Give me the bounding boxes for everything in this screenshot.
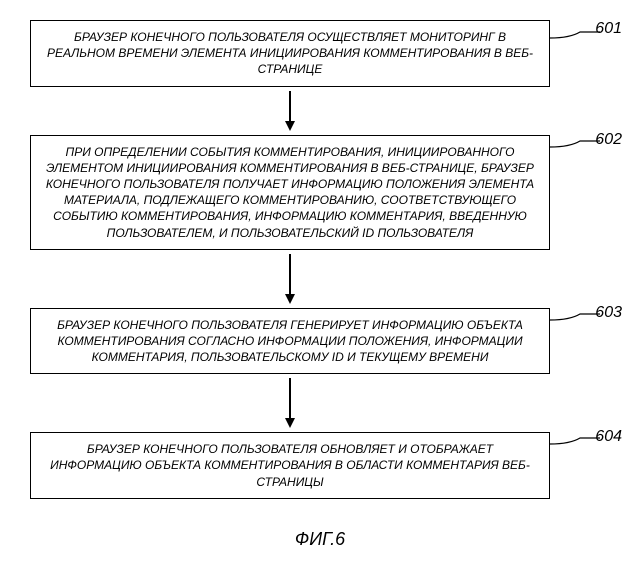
box-wrapper-2: ПРИ ОПРЕДЕЛЕНИИ СОБЫТИЯ КОММЕНТИРОВАНИЯ,…: [30, 135, 550, 250]
step-label-4: 604: [595, 428, 622, 446]
step-box-4: БРАУЗЕР КОНЕЧНОГО ПОЛЬЗОВАТЕЛЯ ОБНОВЛЯЕТ…: [30, 432, 550, 499]
arrow-head-1: [285, 121, 295, 131]
box-wrapper-3: БРАУЗЕР КОНЕЧНОГО ПОЛЬЗОВАТЕЛЯ ГЕНЕРИРУЕ…: [30, 308, 550, 375]
arrow-head-2: [285, 294, 295, 304]
step-label-1: 601: [595, 20, 622, 38]
step-row-2: ПРИ ОПРЕДЕЛЕНИИ СОБЫТИЯ КОММЕНТИРОВАНИЯ,…: [30, 135, 610, 250]
box-wrapper-1: БРАУЗЕР КОНЕЧНОГО ПОЛЬЗОВАТЕЛЯ ОСУЩЕСТВЛ…: [30, 20, 550, 87]
step-box-2: ПРИ ОПРЕДЕЛЕНИИ СОБЫТИЯ КОММЕНТИРОВАНИЯ,…: [30, 135, 550, 250]
step-row-4: БРАУЗЕР КОНЕЧНОГО ПОЛЬЗОВАТЕЛЯ ОБНОВЛЯЕТ…: [30, 432, 610, 499]
arrow-line-2: [289, 254, 291, 294]
figure-caption: ФИГ.6: [30, 529, 610, 550]
arrow-2: [285, 254, 295, 304]
step-row-3: БРАУЗЕР КОНЕЧНОГО ПОЛЬЗОВАТЕЛЯ ГЕНЕРИРУЕ…: [30, 308, 610, 375]
step-label-3: 603: [595, 304, 622, 322]
step-box-3: БРАУЗЕР КОНЕЧНОГО ПОЛЬЗОВАТЕЛЯ ГЕНЕРИРУЕ…: [30, 308, 550, 375]
arrow-line-1: [289, 91, 291, 121]
step-label-2: 602: [595, 131, 622, 149]
step-row-1: БРАУЗЕР КОНЕЧНОГО ПОЛЬЗОВАТЕЛЯ ОСУЩЕСТВЛ…: [30, 20, 610, 87]
box-wrapper-4: БРАУЗЕР КОНЕЧНОГО ПОЛЬЗОВАТЕЛЯ ОБНОВЛЯЕТ…: [30, 432, 550, 499]
arrow-head-3: [285, 418, 295, 428]
arrow-line-3: [289, 378, 291, 418]
arrow-3: [285, 378, 295, 428]
flowchart-container: БРАУЗЕР КОНЕЧНОГО ПОЛЬЗОВАТЕЛЯ ОСУЩЕСТВЛ…: [30, 20, 610, 550]
step-box-1: БРАУЗЕР КОНЕЧНОГО ПОЛЬЗОВАТЕЛЯ ОСУЩЕСТВЛ…: [30, 20, 550, 87]
arrow-1: [285, 91, 295, 131]
